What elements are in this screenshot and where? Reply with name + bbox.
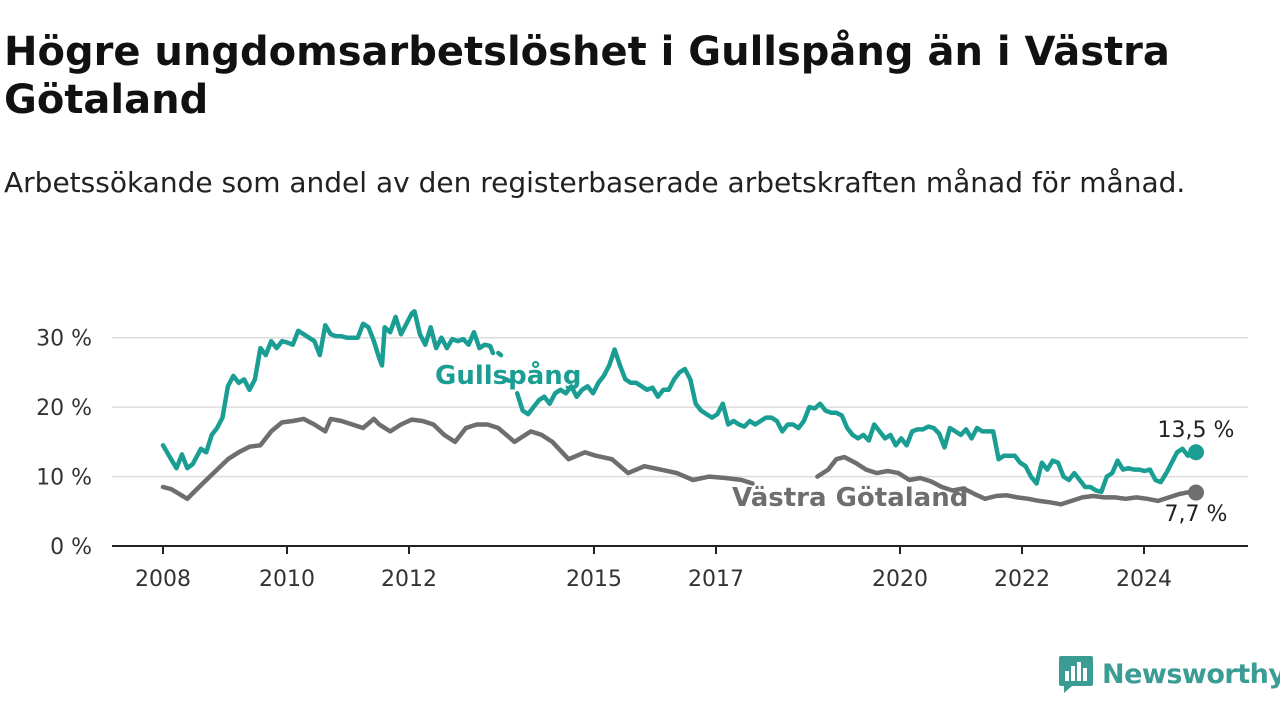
series-labels: Gullspång Västra Götaland 13,5 % 7,7 %	[435, 359, 1234, 527]
x-tick-label: 2012	[381, 567, 437, 592]
x-tick-label: 2010	[259, 567, 315, 592]
end-label-gullspang: 13,5 %	[1158, 418, 1235, 443]
y-tick-label: 0 %	[50, 535, 92, 560]
newsworthy-logo-icon	[1059, 656, 1093, 693]
series-line-gullspang	[496, 350, 504, 358]
series-line-vastra-gotaland	[815, 454, 1199, 507]
series-line-gullspang	[160, 309, 496, 471]
y-tick-label: 20 %	[36, 396, 92, 421]
series-lines	[160, 309, 1204, 507]
x-tick-label: 2015	[566, 567, 622, 592]
y-tick-label: 30 %	[36, 327, 92, 352]
y-tick-label: 10 %	[36, 466, 92, 491]
gridlines: 0 % 10 % 20 % 30 %	[36, 327, 1248, 560]
end-point-gullspang	[1188, 444, 1204, 461]
series-line-gullspang	[504, 377, 512, 384]
x-tick-label: 2024	[1116, 567, 1172, 592]
newsworthy-logo: Newsworthy	[1058, 654, 1280, 694]
x-tick-label: 2008	[135, 567, 191, 592]
series-label-gullspang: Gullspång	[435, 359, 581, 391]
series-line-vastra-gotaland	[160, 416, 755, 502]
x-axis: 2008 2010 2012 2015 2017 2020 2022 2024	[112, 545, 1248, 592]
x-tick-label: 2017	[688, 567, 744, 592]
newsworthy-logo-text: Newsworthy	[1102, 658, 1280, 690]
x-tick-label: 2020	[872, 567, 928, 592]
chart-title: Högre ungdomsarbetslöshet i Gullspång än…	[4, 29, 1170, 123]
end-label-vastra-gotaland: 7,7 %	[1165, 502, 1228, 527]
chart-subtitle: Arbetssökande som andel av den registerb…	[4, 166, 1186, 199]
series-label-vastra-gotaland: Västra Götaland	[732, 483, 968, 513]
x-tick-label: 2022	[994, 567, 1050, 592]
series-line-gullspang	[514, 347, 1199, 495]
end-point-vastra-gotaland	[1188, 484, 1204, 501]
